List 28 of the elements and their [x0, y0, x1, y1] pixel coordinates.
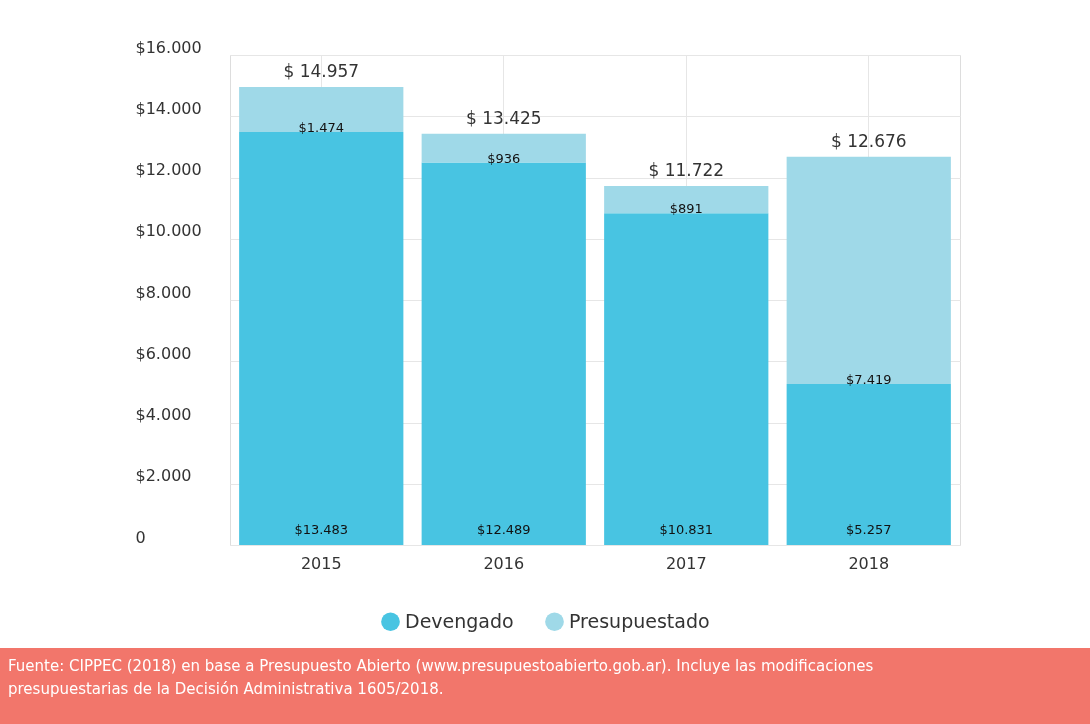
y-tick-label: $4.000 [135, 405, 192, 424]
total-label: $ 12.676 [830, 130, 907, 151]
legend-label: Devengado [405, 609, 514, 632]
y-tick-label: $14.000 [135, 98, 202, 118]
total-label: $ 14.957 [283, 60, 360, 81]
data-label: $7.419 [846, 372, 892, 387]
data-label: $936 [487, 150, 521, 166]
y-tick-label: $2.000 [135, 466, 192, 486]
x-tick-label: 2018 [848, 553, 890, 573]
y-tick-label: 0 [135, 527, 146, 547]
data-label: $12.489 [476, 522, 531, 537]
data-label: $13.483 [294, 522, 349, 537]
y-tick-label: $8.000 [135, 282, 192, 302]
x-tick-label: 2015 [300, 553, 342, 573]
data-label: $891 [669, 201, 703, 217]
x-tick-label: 2016 [483, 553, 525, 573]
total-label: $ 11.722 [648, 160, 725, 181]
x-tick-label: 2017 [665, 553, 707, 573]
y-tick-label: $6.000 [135, 343, 192, 363]
data-label: $1.474 [298, 120, 344, 136]
legend-label: Presupuestado [569, 609, 710, 632]
total-label: $ 13.425 [465, 107, 542, 128]
y-tick-label: $16.000 [135, 37, 202, 57]
y-tick-label: $12.000 [135, 160, 202, 179]
data-label: $10.831 [659, 522, 714, 537]
source-note: Fuente: CIPPEC (2018) en base a Presupuesto Abierto (www.presupuestoabierto.gob.ar). Incluye las modificaciones presupuestarias de la Decisión Administrativa 1605/2018. [8, 657, 874, 698]
y-tick-label: $10.000 [135, 221, 202, 241]
data-label: $5.257 [846, 522, 892, 537]
